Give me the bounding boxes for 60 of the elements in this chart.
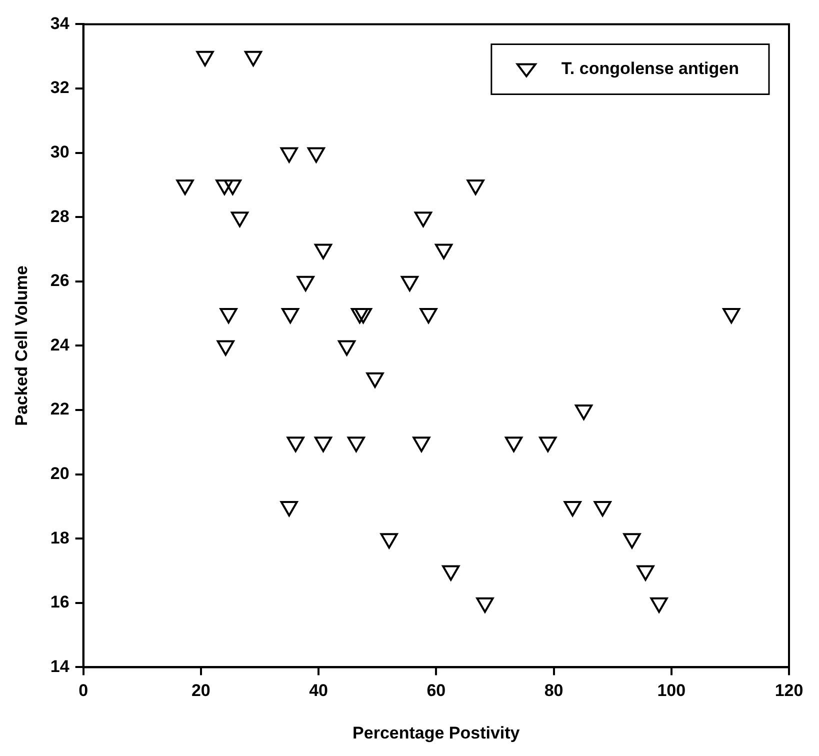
y-tick-label: 28 (50, 206, 70, 226)
point (176, 179, 194, 195)
point (314, 436, 332, 452)
point (722, 308, 740, 324)
x-tick-label: 120 (774, 681, 804, 700)
y-tick-label: 30 (50, 142, 70, 162)
point (296, 276, 314, 292)
point (435, 244, 453, 260)
point (220, 308, 238, 324)
x-tick-label: 80 (544, 681, 564, 700)
point (347, 436, 365, 452)
point (574, 404, 593, 420)
point (350, 308, 368, 324)
y-tick-label: 14 (50, 656, 70, 676)
x-tick-label: 60 (426, 681, 446, 700)
x-tick-label: 0 (78, 681, 88, 700)
point (400, 276, 418, 292)
point (230, 212, 249, 228)
point (539, 436, 557, 452)
x-tick-label: 100 (657, 681, 686, 700)
y-tick-label: 26 (50, 271, 70, 290)
x-axis-title: Percentage Postivity (352, 723, 520, 742)
y-axis-title: Packed Cell Volume (12, 266, 31, 426)
point (466, 179, 484, 195)
point (286, 436, 304, 452)
y-tick-label: 20 (50, 464, 70, 483)
point (282, 308, 300, 324)
point (280, 500, 298, 516)
point (442, 565, 460, 581)
point (380, 533, 398, 549)
point (366, 372, 384, 388)
y-tick-label: 22 (50, 400, 70, 419)
point (594, 500, 612, 516)
point (414, 212, 432, 228)
y-tick-label: 16 (50, 592, 70, 612)
y-tick-label: 24 (50, 335, 70, 354)
x-tick-label: 20 (191, 681, 210, 700)
point (307, 147, 325, 163)
y-tick-label: 32 (50, 78, 70, 98)
point (314, 244, 332, 260)
point (412, 436, 430, 452)
point (623, 533, 641, 549)
point (650, 597, 668, 613)
point (354, 308, 372, 324)
y-tick-label: 34 (50, 14, 70, 33)
legend-label: T. congolense antigen (561, 58, 740, 78)
point (196, 50, 214, 66)
point (504, 436, 523, 452)
point (476, 597, 494, 613)
point (636, 565, 654, 581)
point (244, 50, 262, 66)
point (216, 179, 234, 195)
point (280, 147, 298, 163)
point (224, 179, 242, 195)
point (216, 340, 234, 356)
y-tick-label: 18 (50, 528, 70, 548)
point (338, 340, 356, 356)
point (420, 308, 438, 324)
point (564, 500, 582, 516)
x-tick-label: 40 (309, 681, 328, 700)
